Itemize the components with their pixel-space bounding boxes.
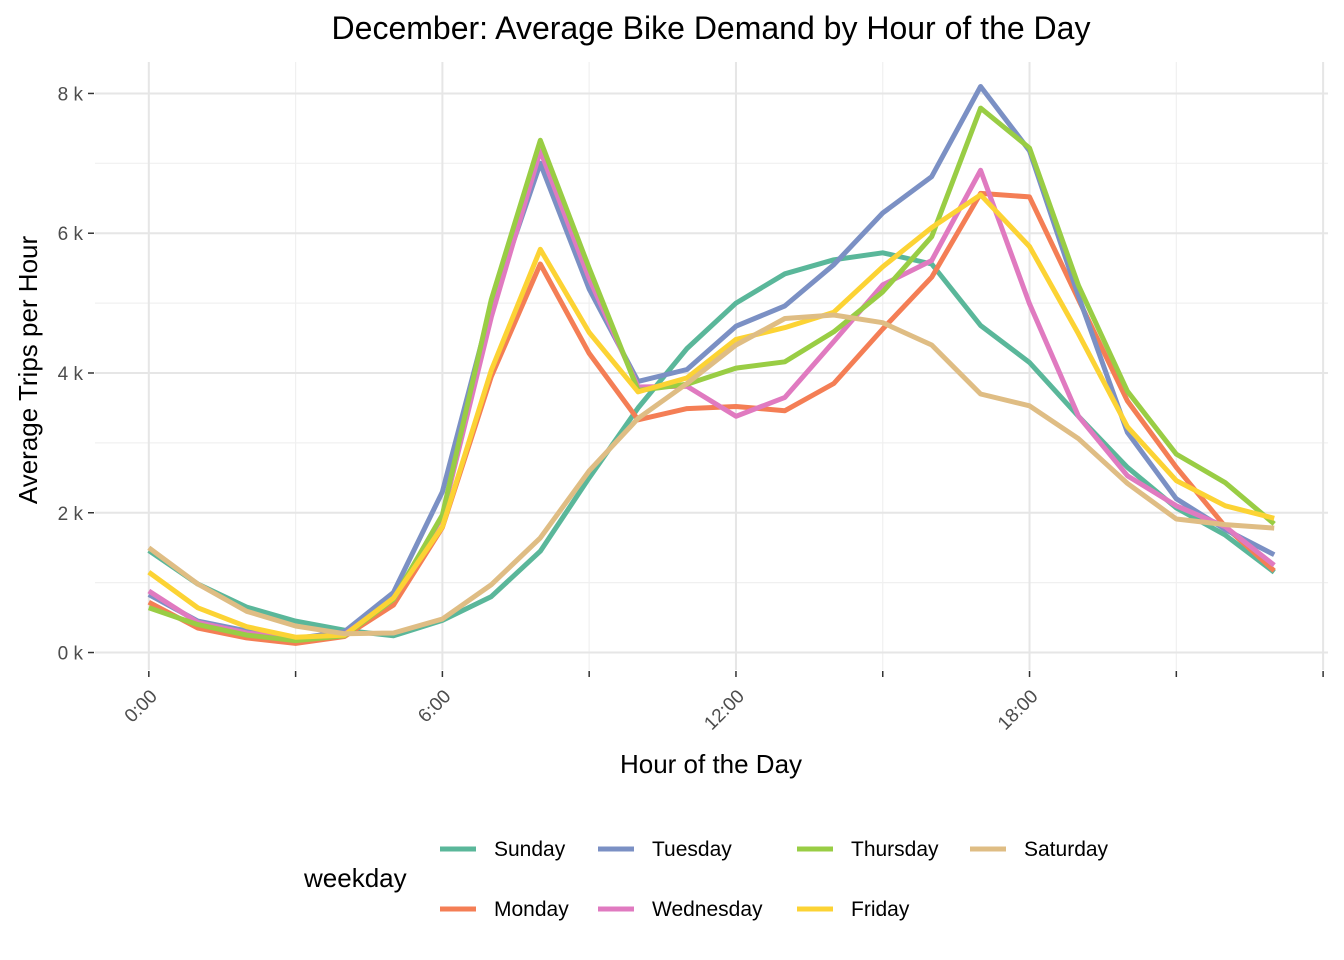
legend-item-saturday: Saturday xyxy=(970,838,1109,861)
legend-item-thursday: Thursday xyxy=(797,838,939,861)
x-tick-label: 6:00 xyxy=(414,686,455,727)
x-axis-title: Hour of the Day xyxy=(620,749,802,779)
y-tick-label: 8 k xyxy=(58,84,84,105)
series-lines xyxy=(147,84,1276,646)
y-axis: 0 k 2 k 4 k 6 k 8 k xyxy=(58,84,94,665)
series-line-wednesday xyxy=(147,148,1276,642)
legend-item-wednesday: Wednesday xyxy=(598,898,763,921)
series-line-monday xyxy=(147,190,1276,646)
legend-label: Wednesday xyxy=(652,898,763,921)
legend-item-friday: Friday xyxy=(797,898,910,921)
legend-item-monday: Monday xyxy=(440,898,569,921)
series-line-saturday xyxy=(147,312,1275,637)
legend-label: Sunday xyxy=(494,838,566,861)
grid xyxy=(95,62,1328,670)
legend-item-tuesday: Tuesday xyxy=(598,838,732,861)
legend-label: Tuesday xyxy=(652,838,732,861)
y-tick-label: 0 k xyxy=(58,644,84,665)
y-tick-label: 6 k xyxy=(58,224,84,245)
legend-label: Thursday xyxy=(851,838,939,861)
legend-label: Saturday xyxy=(1024,838,1109,861)
series-line-friday xyxy=(147,192,1275,640)
x-tick-label: 12:00 xyxy=(700,686,748,734)
x-tick-label: 0:00 xyxy=(121,686,162,727)
legend: weekday Sunday Monday Tuesday Wednesday Thur… xyxy=(303,838,1109,921)
chart-title: December: Average Bike Demand by Hour of… xyxy=(332,10,1091,46)
y-axis-title: Average Trips per Hour xyxy=(13,236,43,505)
y-tick-label: 2 k xyxy=(58,504,84,525)
series-line-sunday xyxy=(147,250,1276,639)
legend-item-sunday: Sunday xyxy=(440,838,566,861)
x-axis: 0:00 6:00 12:00 18:00 xyxy=(121,671,1324,735)
legend-label: Friday xyxy=(851,898,910,921)
legend-title: weekday xyxy=(303,863,407,893)
legend-label: Monday xyxy=(494,898,569,921)
y-tick-label: 4 k xyxy=(58,364,84,385)
x-tick-label: 18:00 xyxy=(994,686,1042,734)
